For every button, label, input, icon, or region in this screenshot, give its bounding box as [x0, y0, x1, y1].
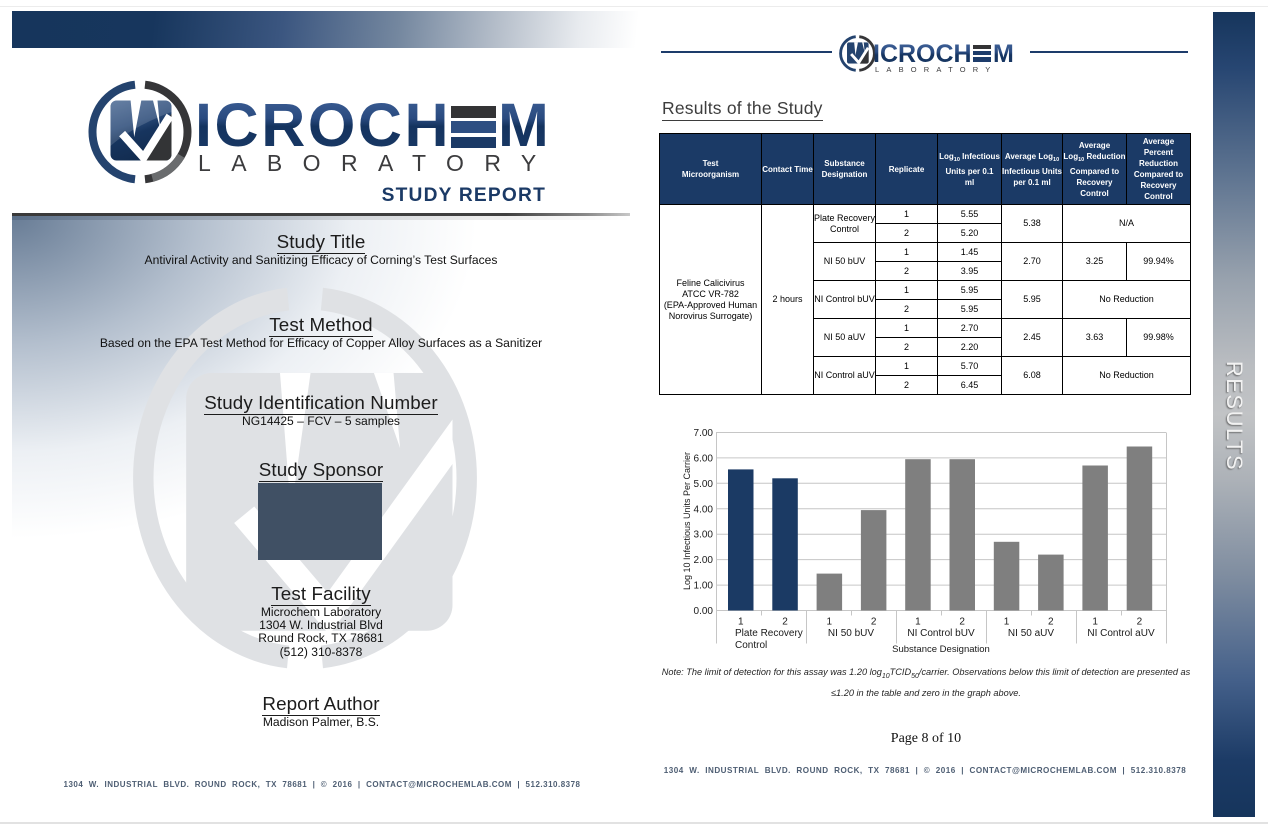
svg-text:1: 1	[827, 617, 833, 628]
svg-text:1: 1	[1004, 617, 1010, 628]
svg-text:NI 50 aUV: NI 50 aUV	[1008, 628, 1054, 639]
svg-text:Control: Control	[735, 640, 767, 651]
svg-text:2.00: 2.00	[694, 555, 714, 566]
svg-text:NI Control bUV: NI Control bUV	[907, 628, 975, 639]
svg-text:Substance Designation: Substance Designation	[892, 644, 990, 655]
svg-text:Log 10 Infectious Units Per Ca: Log 10 Infectious Units Per Carrier	[682, 452, 692, 590]
svg-text:NI 50 bUV: NI 50 bUV	[828, 628, 874, 639]
svg-text:NI Control aUV: NI Control aUV	[1087, 628, 1155, 639]
svg-text:2: 2	[1137, 617, 1143, 628]
svg-text:6.00: 6.00	[694, 453, 714, 464]
svg-text:1: 1	[1092, 617, 1098, 628]
svg-text:7.00: 7.00	[694, 428, 714, 439]
svg-text:5.00: 5.00	[694, 479, 714, 490]
svg-text:0.00: 0.00	[694, 606, 714, 617]
svg-text:1.00: 1.00	[694, 581, 714, 592]
svg-text:2: 2	[959, 617, 965, 628]
svg-text:3.00: 3.00	[694, 530, 714, 541]
svg-text:4.00: 4.00	[694, 504, 714, 515]
svg-text:2: 2	[871, 617, 877, 628]
svg-text:2: 2	[1048, 617, 1054, 628]
svg-text:Plate Recovery: Plate Recovery	[735, 628, 803, 639]
svg-text:1: 1	[915, 617, 921, 628]
svg-text:1: 1	[738, 617, 744, 628]
svg-text:2: 2	[782, 617, 788, 628]
